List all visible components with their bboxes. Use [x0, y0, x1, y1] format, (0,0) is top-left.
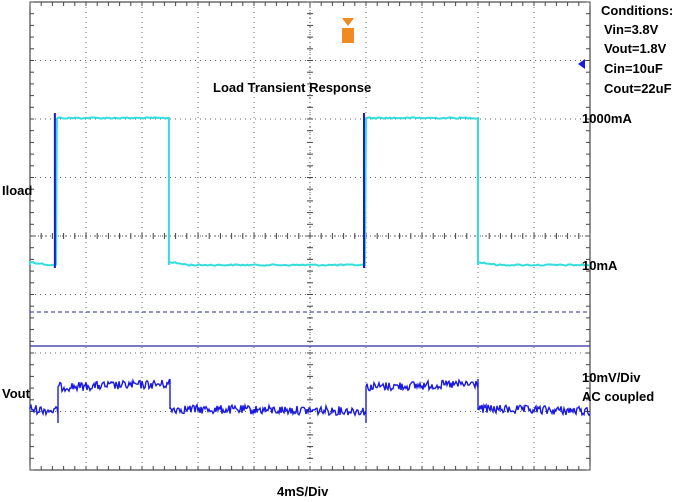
iload-low-label: 10mA — [582, 258, 618, 273]
iload-high-label: 1000mA — [582, 111, 632, 126]
reference-arrow-icon — [578, 59, 585, 69]
trigger-marker — [342, 18, 354, 43]
chart-title: Load Transient Response — [213, 80, 371, 95]
vout-coupling-label: AC coupled — [582, 389, 654, 404]
traces — [29, 113, 591, 423]
conditions-heading: Conditions: — [601, 3, 673, 18]
x-axis-label: 4mS/Div — [277, 484, 329, 499]
condition-line: Vout=1.8V — [604, 41, 667, 56]
grid — [29, 1, 591, 471]
vout-trace — [29, 378, 591, 423]
condition-line: Cin=10uF — [604, 61, 663, 76]
condition-line: Cout=22uF — [604, 81, 672, 96]
vout-scale-label: 10mV/Div — [582, 370, 641, 385]
condition-line: Vin=3.8V — [604, 22, 659, 37]
series-label-vout: Vout — [2, 386, 31, 401]
series-label-iload: Iload — [2, 183, 32, 198]
iload-trace — [29, 116, 590, 267]
